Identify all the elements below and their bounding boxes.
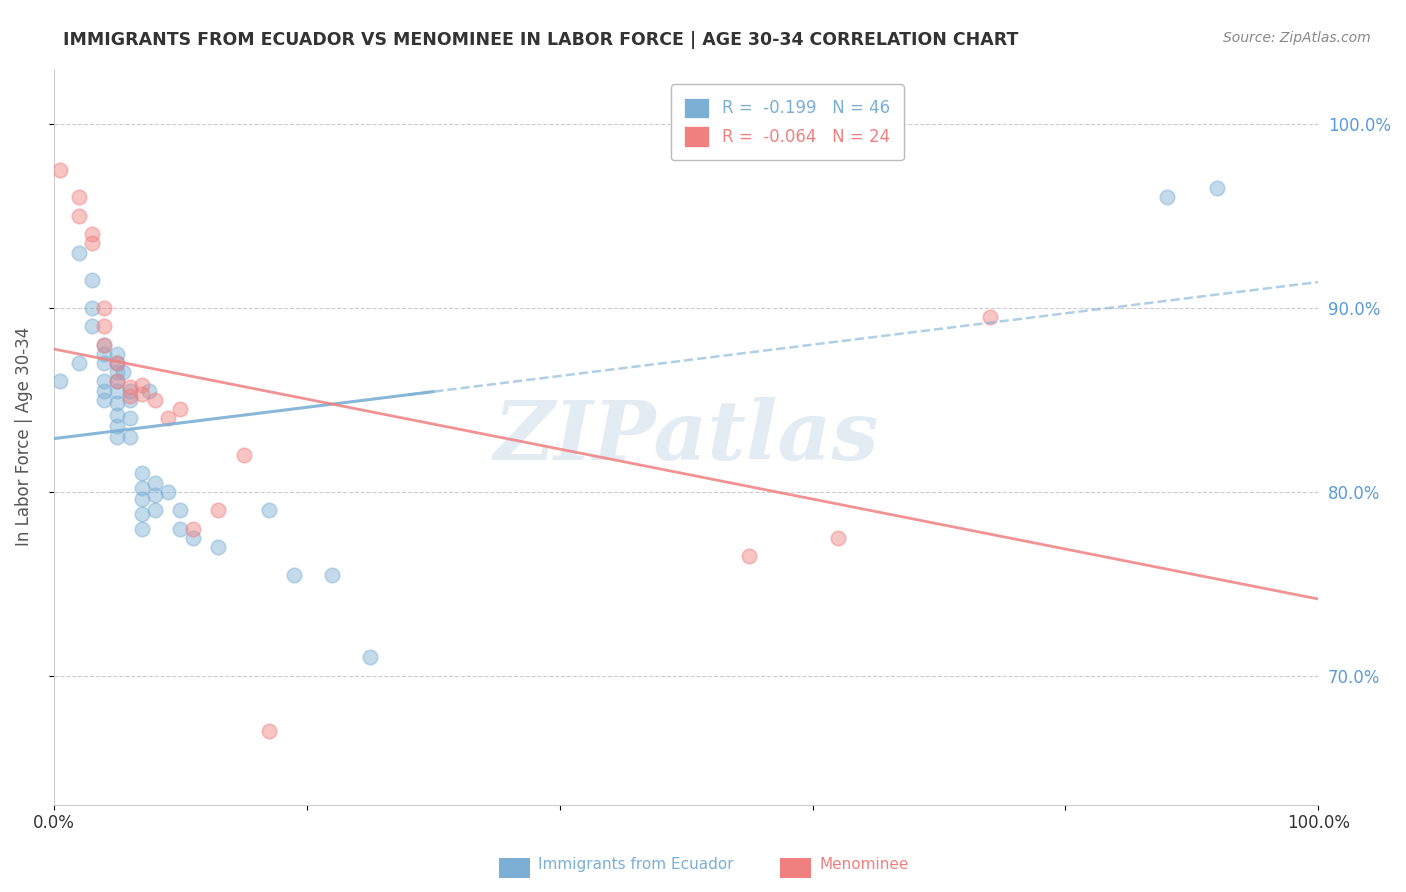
Text: IMMIGRANTS FROM ECUADOR VS MENOMINEE IN LABOR FORCE | AGE 30-34 CORRELATION CHAR: IMMIGRANTS FROM ECUADOR VS MENOMINEE IN … (63, 31, 1018, 49)
Point (67, 356, 90, 370)
Point (67, 209, 90, 223)
Point (207, 503, 229, 517)
Point (131, 387, 153, 401)
Point (93, 319, 115, 334)
Point (131, 507, 153, 521)
Point (118, 384, 141, 398)
Point (67, 190, 90, 204)
Point (105, 408, 128, 422)
Point (105, 356, 128, 370)
Point (131, 492, 153, 507)
Legend: R =  -0.199   N = 46, R =  -0.064   N = 24: R = -0.199 N = 46, R = -0.064 N = 24 (671, 84, 904, 160)
Point (93, 301, 115, 315)
Point (131, 522, 153, 536)
Point (156, 411, 179, 425)
Point (118, 389, 141, 403)
Point (156, 484, 179, 499)
Point (105, 356, 128, 370)
Point (1206, 181, 1229, 195)
Point (232, 448, 254, 462)
Point (49, 162, 72, 177)
Point (143, 475, 166, 490)
Point (49, 375, 72, 389)
Point (93, 337, 115, 351)
Point (143, 392, 166, 407)
Point (827, 531, 849, 545)
Point (105, 396, 128, 410)
Point (93, 392, 115, 407)
Point (131, 481, 153, 495)
Point (181, 531, 204, 545)
Point (93, 375, 115, 389)
Point (138, 384, 160, 398)
Point (80, 273, 103, 287)
Point (105, 375, 128, 389)
Text: Immigrants from Ecuador: Immigrants from Ecuador (538, 857, 734, 872)
Point (80, 301, 103, 315)
Text: Source: ZipAtlas.com: Source: ZipAtlas.com (1223, 31, 1371, 45)
Point (131, 378, 153, 392)
Point (105, 375, 128, 389)
Point (93, 384, 115, 398)
Point (257, 724, 280, 739)
Text: Menominee: Menominee (820, 857, 910, 872)
Point (118, 392, 141, 407)
Point (105, 384, 128, 398)
Point (118, 411, 141, 425)
Point (118, 380, 141, 394)
Point (143, 503, 166, 517)
Point (112, 365, 135, 379)
Point (105, 429, 128, 443)
Point (93, 337, 115, 351)
Point (105, 365, 128, 379)
Y-axis label: In Labor Force | Age 30-34: In Labor Force | Age 30-34 (15, 327, 32, 546)
Point (143, 488, 166, 502)
Point (169, 402, 191, 417)
Point (131, 467, 153, 481)
Point (105, 418, 128, 433)
Point (169, 522, 191, 536)
Point (80, 236, 103, 251)
Point (105, 347, 128, 361)
Point (283, 567, 305, 582)
Point (67, 245, 90, 260)
Point (181, 522, 204, 536)
Point (321, 567, 343, 582)
Point (169, 503, 191, 517)
Point (118, 429, 141, 443)
Point (738, 549, 761, 564)
Point (359, 650, 381, 665)
Point (93, 347, 115, 361)
Point (93, 356, 115, 370)
Point (1156, 190, 1178, 204)
Point (207, 540, 229, 554)
Point (979, 310, 1001, 324)
Point (80, 227, 103, 242)
Point (80, 319, 103, 334)
Text: ZIPatlas: ZIPatlas (494, 397, 879, 476)
Point (257, 503, 280, 517)
